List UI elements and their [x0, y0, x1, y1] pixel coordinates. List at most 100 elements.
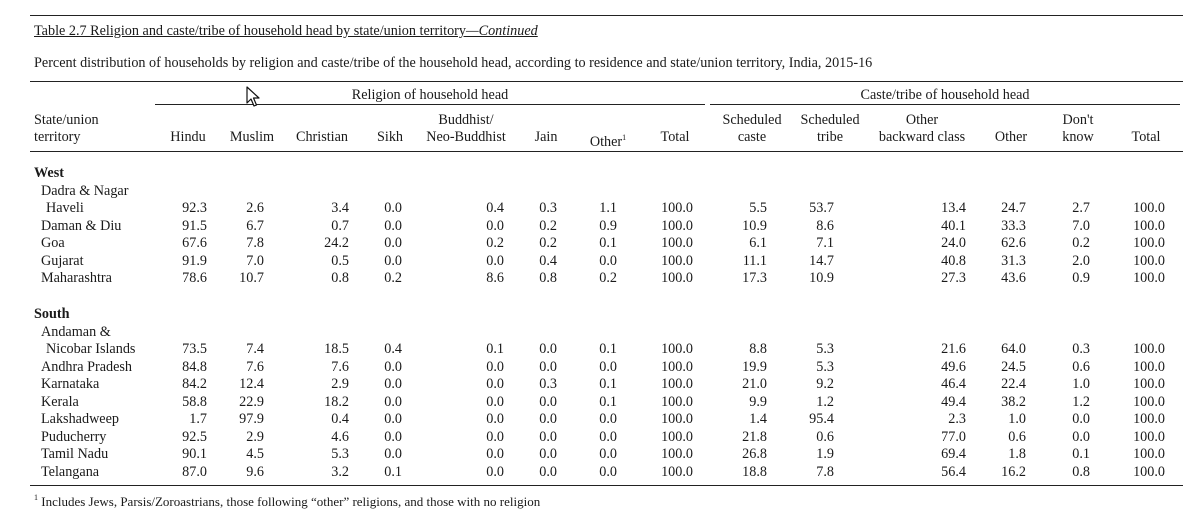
- table-cell: 0.0: [486, 463, 504, 480]
- table-cell: 91.5: [182, 217, 207, 234]
- table-cell: 0.1: [599, 235, 617, 251]
- row-label: Andaman &: [41, 323, 111, 340]
- table-cell: 2.6: [246, 200, 264, 216]
- table-cell: 56.4: [941, 463, 966, 480]
- table-cell: 100.0: [1133, 446, 1165, 462]
- table-cell: 5.5: [749, 200, 767, 216]
- row-label: Nicobar Islands: [46, 341, 136, 357]
- table-cell: 0.0: [384, 235, 402, 251]
- column-header: Other: [994, 129, 1028, 145]
- table-cell: 100.0: [661, 217, 693, 234]
- table-cell: 0.6: [1072, 358, 1090, 375]
- top-rule: [30, 15, 1183, 16]
- group-header-caste: Caste/tribe of household head: [860, 87, 1030, 103]
- table-cell: 1.9: [816, 446, 834, 462]
- table-cell: 0.0: [599, 411, 617, 427]
- table-cell: 27.3: [941, 270, 966, 286]
- table-cell: 10.9: [809, 270, 834, 286]
- table-row: Karnataka 84.2 12.4 2.9 0.0 0.0 0.3 0.1 100.0 21.…: [0, 376, 1198, 394]
- table-cell: 0.0: [384, 358, 402, 375]
- table-cell: 18.5: [324, 341, 349, 357]
- table-cell: 97.9: [239, 411, 264, 427]
- table-cell: 100.0: [661, 428, 693, 445]
- mouse-cursor-icon: [246, 86, 260, 107]
- table-row: Tamil Nadu 90.1 4.5 5.3 0.0 0.0 0.0 0.0 100.0 26.…: [0, 446, 1198, 464]
- row-label: Goa: [41, 235, 65, 251]
- table-cell: 12.4: [239, 376, 264, 392]
- table-cell: 100.0: [661, 376, 693, 392]
- table-cell: 40.8: [941, 252, 966, 269]
- table-cell: 90.1: [182, 446, 207, 462]
- table-cell: 62.6: [1001, 235, 1026, 251]
- table-cell: 2.7: [1072, 200, 1090, 216]
- table-cell: 0.0: [384, 428, 402, 445]
- table-cell: 84.2: [182, 376, 207, 392]
- table-cell: 24.2: [324, 235, 349, 251]
- table-cell: 24.5: [1001, 358, 1026, 375]
- table-cell: 0.8: [1072, 463, 1090, 480]
- table-cell: 0.0: [384, 411, 402, 427]
- table-cell: 0.0: [486, 428, 504, 445]
- table-cell: 6.7: [246, 217, 264, 234]
- table-cell: 78.6: [182, 270, 207, 286]
- table-cell: 18.8: [742, 463, 767, 480]
- column-header: Scheduled caste: [722, 112, 782, 145]
- table-cell: 100.0: [1133, 217, 1165, 234]
- table-cell: 0.0: [539, 463, 557, 480]
- page-side-mark: Ho: [0, 497, 3, 512]
- region-heading: South: [34, 306, 70, 322]
- table-row: Daman & Diu 91.5 6.7 0.7 0.0 0.0 0.2 0.9 100.0 10…: [0, 218, 1198, 236]
- row-label: Daman & Diu: [41, 217, 122, 234]
- column-header: Don't know: [1062, 112, 1094, 145]
- row-label: Gujarat: [41, 252, 84, 269]
- column-header: Hindu: [170, 129, 206, 145]
- table-cell: 3.2: [331, 463, 349, 480]
- table-row: Maharashtra 78.6 10.7 0.8 0.2 8.6 0.8 0.2 100.0 1…: [0, 270, 1198, 288]
- table-cell: 0.1: [384, 463, 402, 480]
- table-cell: 8.6: [486, 270, 504, 286]
- table-cell: 0.1: [486, 341, 504, 357]
- table-cell: 0.0: [599, 463, 617, 480]
- table-cell: 2.0: [1072, 252, 1090, 269]
- region-heading: West: [34, 165, 64, 181]
- column-header: Buddhist/Neo-Buddhist: [426, 112, 506, 145]
- table-cell: 21.6: [941, 341, 966, 357]
- table-cell: 100.0: [1133, 411, 1165, 427]
- table-cell: 0.0: [486, 358, 504, 375]
- table-cell: 0.0: [539, 411, 557, 427]
- table-cell: 100.0: [661, 446, 693, 462]
- table-cell: 100.0: [661, 463, 693, 480]
- table-cell: 0.0: [384, 393, 402, 410]
- table-cell: 0.0: [539, 393, 557, 410]
- table-cell: 9.9: [749, 393, 767, 410]
- table-cell: 0.3: [539, 376, 557, 392]
- row-label: Tamil Nadu: [41, 446, 109, 462]
- table-cell: 26.8: [742, 446, 767, 462]
- table-row: Gujarat 91.9 7.0 0.5 0.0 0.0 0.4 0.0 100.0 11.1 14…: [0, 253, 1198, 271]
- table-cell: 0.4: [331, 411, 349, 427]
- table-cell: 0.6: [816, 428, 834, 445]
- footnote-marker: 1: [34, 493, 38, 502]
- table-cell: 10.9: [742, 217, 767, 234]
- table-cell: 0.4: [384, 341, 402, 357]
- table-row: Andhra Pradesh 84.8 7.6 7.6 0.0 0.0 0.0 0.0 100.…: [0, 359, 1198, 377]
- table-cell: 0.5: [331, 252, 349, 269]
- table-cell: 100.0: [1133, 428, 1165, 445]
- table-cell: 7.4: [246, 341, 264, 357]
- table-cell: 24.0: [941, 235, 966, 251]
- table-cell: 91.9: [182, 252, 207, 269]
- table-cell: 0.2: [384, 270, 402, 286]
- table-cell: 0.0: [486, 446, 504, 462]
- table-cell: 92.5: [182, 428, 207, 445]
- table-cell: 8.6: [816, 217, 834, 234]
- table-cell: 5.3: [816, 341, 834, 357]
- table-cell: 0.0: [384, 446, 402, 462]
- table-cell: 2.3: [948, 411, 966, 427]
- table-cell: 31.3: [1001, 252, 1026, 269]
- table-cell: 1.8: [1008, 446, 1026, 462]
- footnote: 1 Includes Jews, Parsis/Zoroastrians, th…: [34, 493, 540, 510]
- table-cell: 7.8: [816, 463, 834, 480]
- table-cell: 0.0: [384, 200, 402, 216]
- group-header-religion: Religion of household head: [351, 87, 509, 103]
